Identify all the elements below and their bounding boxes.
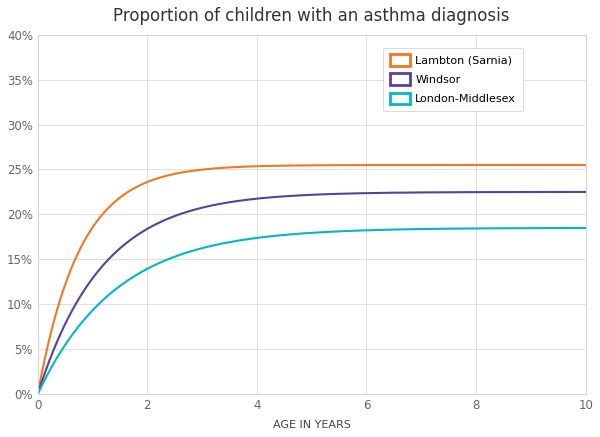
Windsor [461,190,469,195]
Windsor [410,190,418,195]
Windsor [34,391,41,396]
Lambton (Sarnia) [34,391,41,396]
Lambton (Sarnia) [410,163,418,168]
London-Middlesex [471,226,478,231]
Lambton (Sarnia) [275,163,283,168]
Windsor [275,194,283,199]
Lambton (Sarnia) [256,163,263,169]
Windsor [582,189,589,194]
Line: Lambton (Sarnia): Lambton (Sarnia) [38,165,586,394]
Lambton (Sarnia) [582,163,589,168]
Windsor [90,274,97,279]
Line: Windsor: Windsor [38,192,586,394]
Windsor [256,196,263,201]
X-axis label: AGE IN YEARS: AGE IN YEARS [273,420,350,430]
London-Middlesex [34,391,41,396]
London-Middlesex [410,226,418,232]
London-Middlesex [90,306,97,312]
Lambton (Sarnia) [90,223,97,228]
London-Middlesex [275,233,283,238]
Legend: Lambton (Sarnia), Windsor, London-Middlesex: Lambton (Sarnia), Windsor, London-Middle… [383,48,523,111]
London-Middlesex [582,225,589,231]
London-Middlesex [461,226,469,231]
London-Middlesex [256,235,263,240]
Windsor [471,190,478,195]
Lambton (Sarnia) [471,163,478,168]
Title: Proportion of children with an asthma diagnosis: Proportion of children with an asthma di… [113,7,510,25]
Lambton (Sarnia) [461,163,469,168]
Line: London-Middlesex: London-Middlesex [38,228,586,394]
